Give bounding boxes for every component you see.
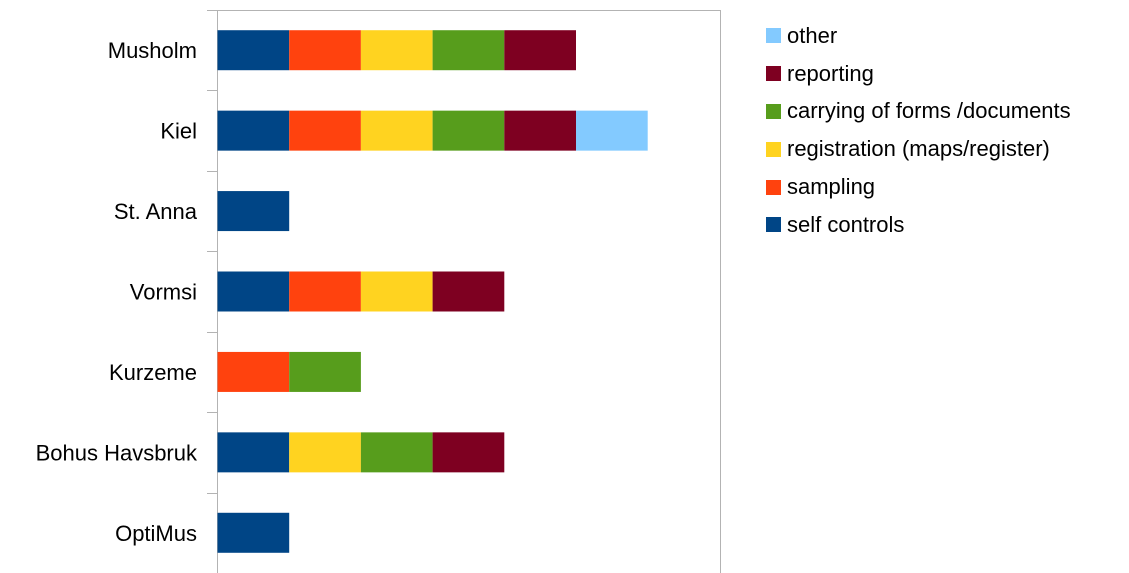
legend-swatch <box>766 66 781 82</box>
bar-segment <box>217 432 290 473</box>
bar-segment <box>432 271 505 312</box>
legend-label: carrying of forms /documents <box>787 98 1071 124</box>
category-tick-label: Vormsi <box>130 280 197 305</box>
bar-segment <box>217 512 290 553</box>
category-tick-label: St. Anna <box>114 199 198 224</box>
bar-segment <box>289 110 361 151</box>
bar-segment <box>576 110 648 151</box>
bar-segment <box>360 271 433 312</box>
category-tick-label: Kurzeme <box>109 360 197 385</box>
bar-segment <box>504 30 576 71</box>
bar-segment <box>289 271 361 312</box>
category-labels: Musholm Kiel St. Anna Vormsi Kurzeme Bohus Ha… <box>36 38 198 546</box>
legend-item: self controls <box>766 206 1071 244</box>
legend-swatch <box>766 28 781 44</box>
bar-segment <box>360 432 433 473</box>
legend-item: reporting <box>766 55 1071 93</box>
bar-segment <box>432 110 505 151</box>
bar-segment <box>289 432 361 473</box>
bar-segment <box>217 351 290 392</box>
legend-label: registration (maps/register) <box>787 136 1050 162</box>
bar-segment <box>432 432 505 473</box>
legend-label: reporting <box>787 60 874 86</box>
bar-segment <box>360 30 433 71</box>
legend-swatch <box>766 179 781 195</box>
bars-layer <box>217 30 648 553</box>
bar-segment <box>360 110 433 151</box>
legend-item: registration (maps/register) <box>766 130 1071 168</box>
bar-segment <box>217 110 290 151</box>
legend-item: carrying of forms /documents <box>766 93 1071 131</box>
category-tick-label: Kiel <box>160 119 197 144</box>
legend-item: sampling <box>766 168 1071 206</box>
category-tick-label: Musholm <box>108 38 197 63</box>
legend-label: self controls <box>787 211 905 237</box>
legend-swatch <box>766 217 781 233</box>
category-tick-label: Bohus Havsbruk <box>36 440 198 465</box>
bar-segment <box>217 271 290 312</box>
bar-segment <box>289 351 361 392</box>
legend: other reporting carrying of forms /documen… <box>766 17 1071 244</box>
bar-segment <box>289 30 361 71</box>
legend-label: other <box>787 22 838 48</box>
legend-item: other <box>766 17 1071 55</box>
legend-label: sampling <box>787 174 876 200</box>
bar-segment <box>504 110 576 151</box>
legend-swatch <box>766 141 781 157</box>
bar-segment <box>217 191 290 232</box>
legend-swatch <box>766 103 781 119</box>
bar-segment <box>432 30 505 71</box>
bar-segment <box>217 30 290 71</box>
category-tick-label: OptiMus <box>115 521 197 546</box>
